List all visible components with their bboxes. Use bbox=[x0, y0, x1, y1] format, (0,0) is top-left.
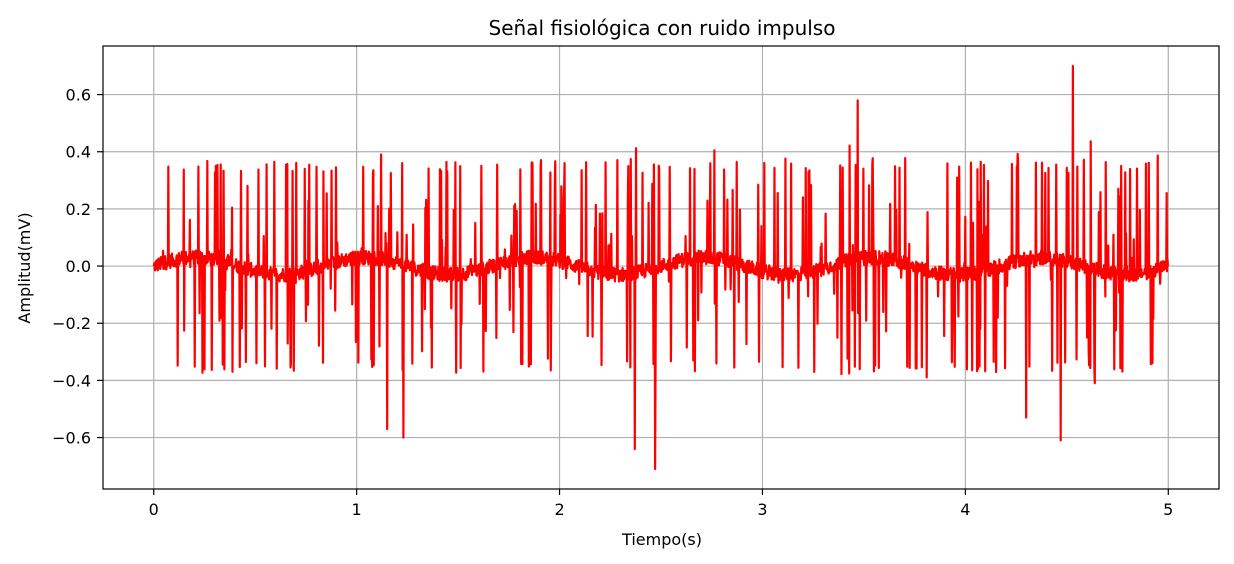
y-tick-label: 0.2 bbox=[66, 200, 91, 219]
signal-line bbox=[152, 64, 1170, 471]
x-tick-label: 1 bbox=[352, 500, 362, 519]
y-tick-label: 0.4 bbox=[66, 143, 91, 162]
y-axis-label: Amplitud(mV) bbox=[15, 212, 34, 323]
y-tick-label: 0.6 bbox=[66, 86, 91, 105]
x-axis: 0 1 2 3 4 5 bbox=[149, 489, 1173, 519]
y-tick-label: 0.0 bbox=[66, 257, 91, 276]
chart-title: Señal fisiológica con ruido impulso bbox=[489, 16, 836, 40]
series-area bbox=[152, 64, 1170, 471]
y-axis: −0.6 −0.4 −0.2 0.0 0.2 0.4 0.6 bbox=[52, 86, 103, 448]
x-tick-label: 0 bbox=[149, 500, 159, 519]
x-tick-label: 5 bbox=[1163, 500, 1173, 519]
y-tick-label: −0.4 bbox=[52, 371, 91, 390]
y-tick-label: −0.6 bbox=[52, 429, 91, 448]
x-axis-label: Tiempo(s) bbox=[621, 530, 702, 549]
x-tick-label: 4 bbox=[960, 500, 970, 519]
x-tick-label: 3 bbox=[757, 500, 767, 519]
x-tick-label: 2 bbox=[554, 500, 564, 519]
plot-frame bbox=[102, 45, 1220, 490]
y-tick-label: −0.2 bbox=[52, 314, 91, 333]
